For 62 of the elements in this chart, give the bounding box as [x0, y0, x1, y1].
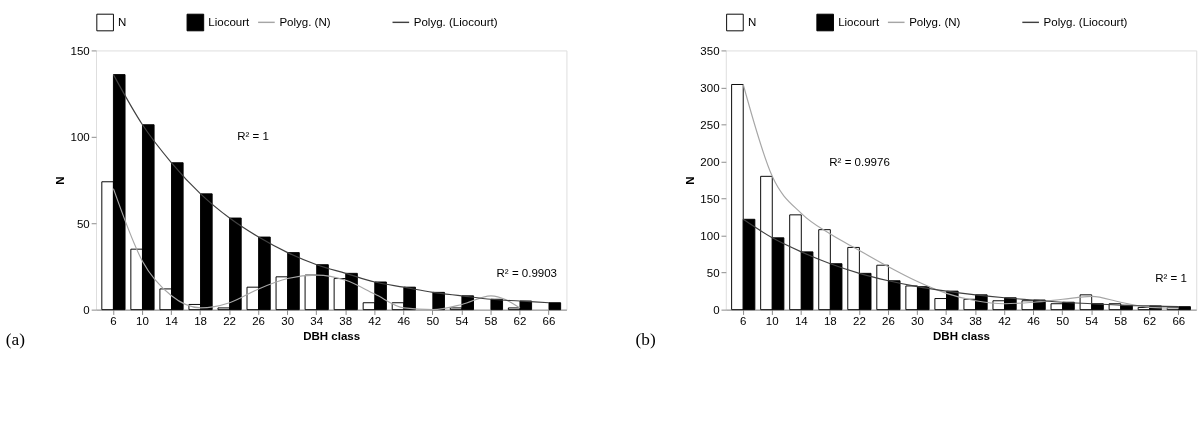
x-tick-label: 46 [397, 315, 411, 328]
y-tick-label: 150 [70, 44, 90, 57]
x-tick-label: 58 [1114, 315, 1128, 328]
y-tick-label: 0 [713, 303, 720, 316]
y-tick-label: 100 [70, 131, 90, 144]
x-tick-label: 30 [911, 315, 924, 328]
y-tick-label: 0 [83, 303, 90, 316]
x-tick-label: 58 [484, 315, 498, 328]
x-tick-label: 46 [1027, 315, 1041, 328]
x-tick-label: 50 [426, 315, 440, 328]
x-tick-label: 30 [281, 315, 295, 328]
x-tick-label: 6 [110, 315, 117, 328]
legend-label: N [747, 16, 757, 29]
x-tick-label: 38 [339, 315, 353, 328]
x-tick-label: 14 [165, 315, 179, 328]
x-tick-label: 18 [823, 315, 837, 328]
x-tick-label: 62 [513, 315, 527, 328]
x-tick-label: 66 [542, 315, 556, 328]
text: (a) [5, 330, 25, 350]
legend-label: Polyg. (Liocourt) [1043, 16, 1128, 29]
y-tick-label: 50 [706, 266, 720, 279]
text: (b) [635, 330, 656, 350]
x-tick-label: 26 [252, 315, 266, 328]
y-axis-title: N [683, 176, 696, 185]
x-tick-label: 18 [194, 315, 207, 328]
x-tick-label: 54 [455, 315, 469, 328]
x-tick-label: 66 [1172, 315, 1186, 328]
x-tick-label: 62 [1143, 315, 1157, 328]
legend-label: N [118, 16, 127, 29]
y-tick-label: 100 [700, 229, 720, 242]
legend-label: Polyg. (Liocourt) [413, 16, 498, 29]
x-tick-label: 22 [852, 315, 866, 328]
y-axis-title: N [53, 176, 66, 185]
x-tick-label: 38 [969, 315, 982, 328]
y-tick-label: 200 [700, 155, 720, 168]
legend-label: Polyg. (N) [909, 16, 961, 29]
x-axis-title: DBH class [933, 329, 990, 342]
x-tick-label: 26 [882, 315, 895, 328]
x-tick-label: 14 [794, 315, 809, 328]
x-tick-label: 34 [310, 315, 324, 328]
y-tick-label: 300 [700, 81, 720, 94]
x-tick-label: 10 [765, 315, 779, 328]
x-tick-label: 34 [940, 315, 954, 328]
x-tick-label: 42 [368, 315, 382, 328]
y-tick-label: 250 [700, 118, 720, 131]
x-tick-label: 42 [998, 315, 1011, 328]
x-axis-title: DBH class [303, 329, 361, 342]
legend-label: Liocourt [208, 16, 251, 29]
annotation: R² = 0.9903 [496, 267, 558, 280]
x-tick-label: 10 [136, 315, 149, 328]
y-tick-label: 150 [700, 192, 720, 205]
x-tick-label: 50 [1056, 315, 1070, 328]
y-tick-label: 350 [700, 44, 720, 57]
legend-label: Liocourt [838, 16, 880, 29]
x-tick-label: 54 [1085, 315, 1099, 328]
x-tick-label: 6 [740, 315, 747, 328]
annotation: R² = 1 [237, 129, 269, 142]
annotation: R² = 0.9976 [829, 155, 890, 168]
y-tick-label: 50 [76, 217, 90, 230]
legend-label: Polyg. (N) [279, 16, 331, 29]
x-tick-label: 22 [223, 315, 236, 328]
annotation: R² = 1 [1155, 272, 1187, 285]
